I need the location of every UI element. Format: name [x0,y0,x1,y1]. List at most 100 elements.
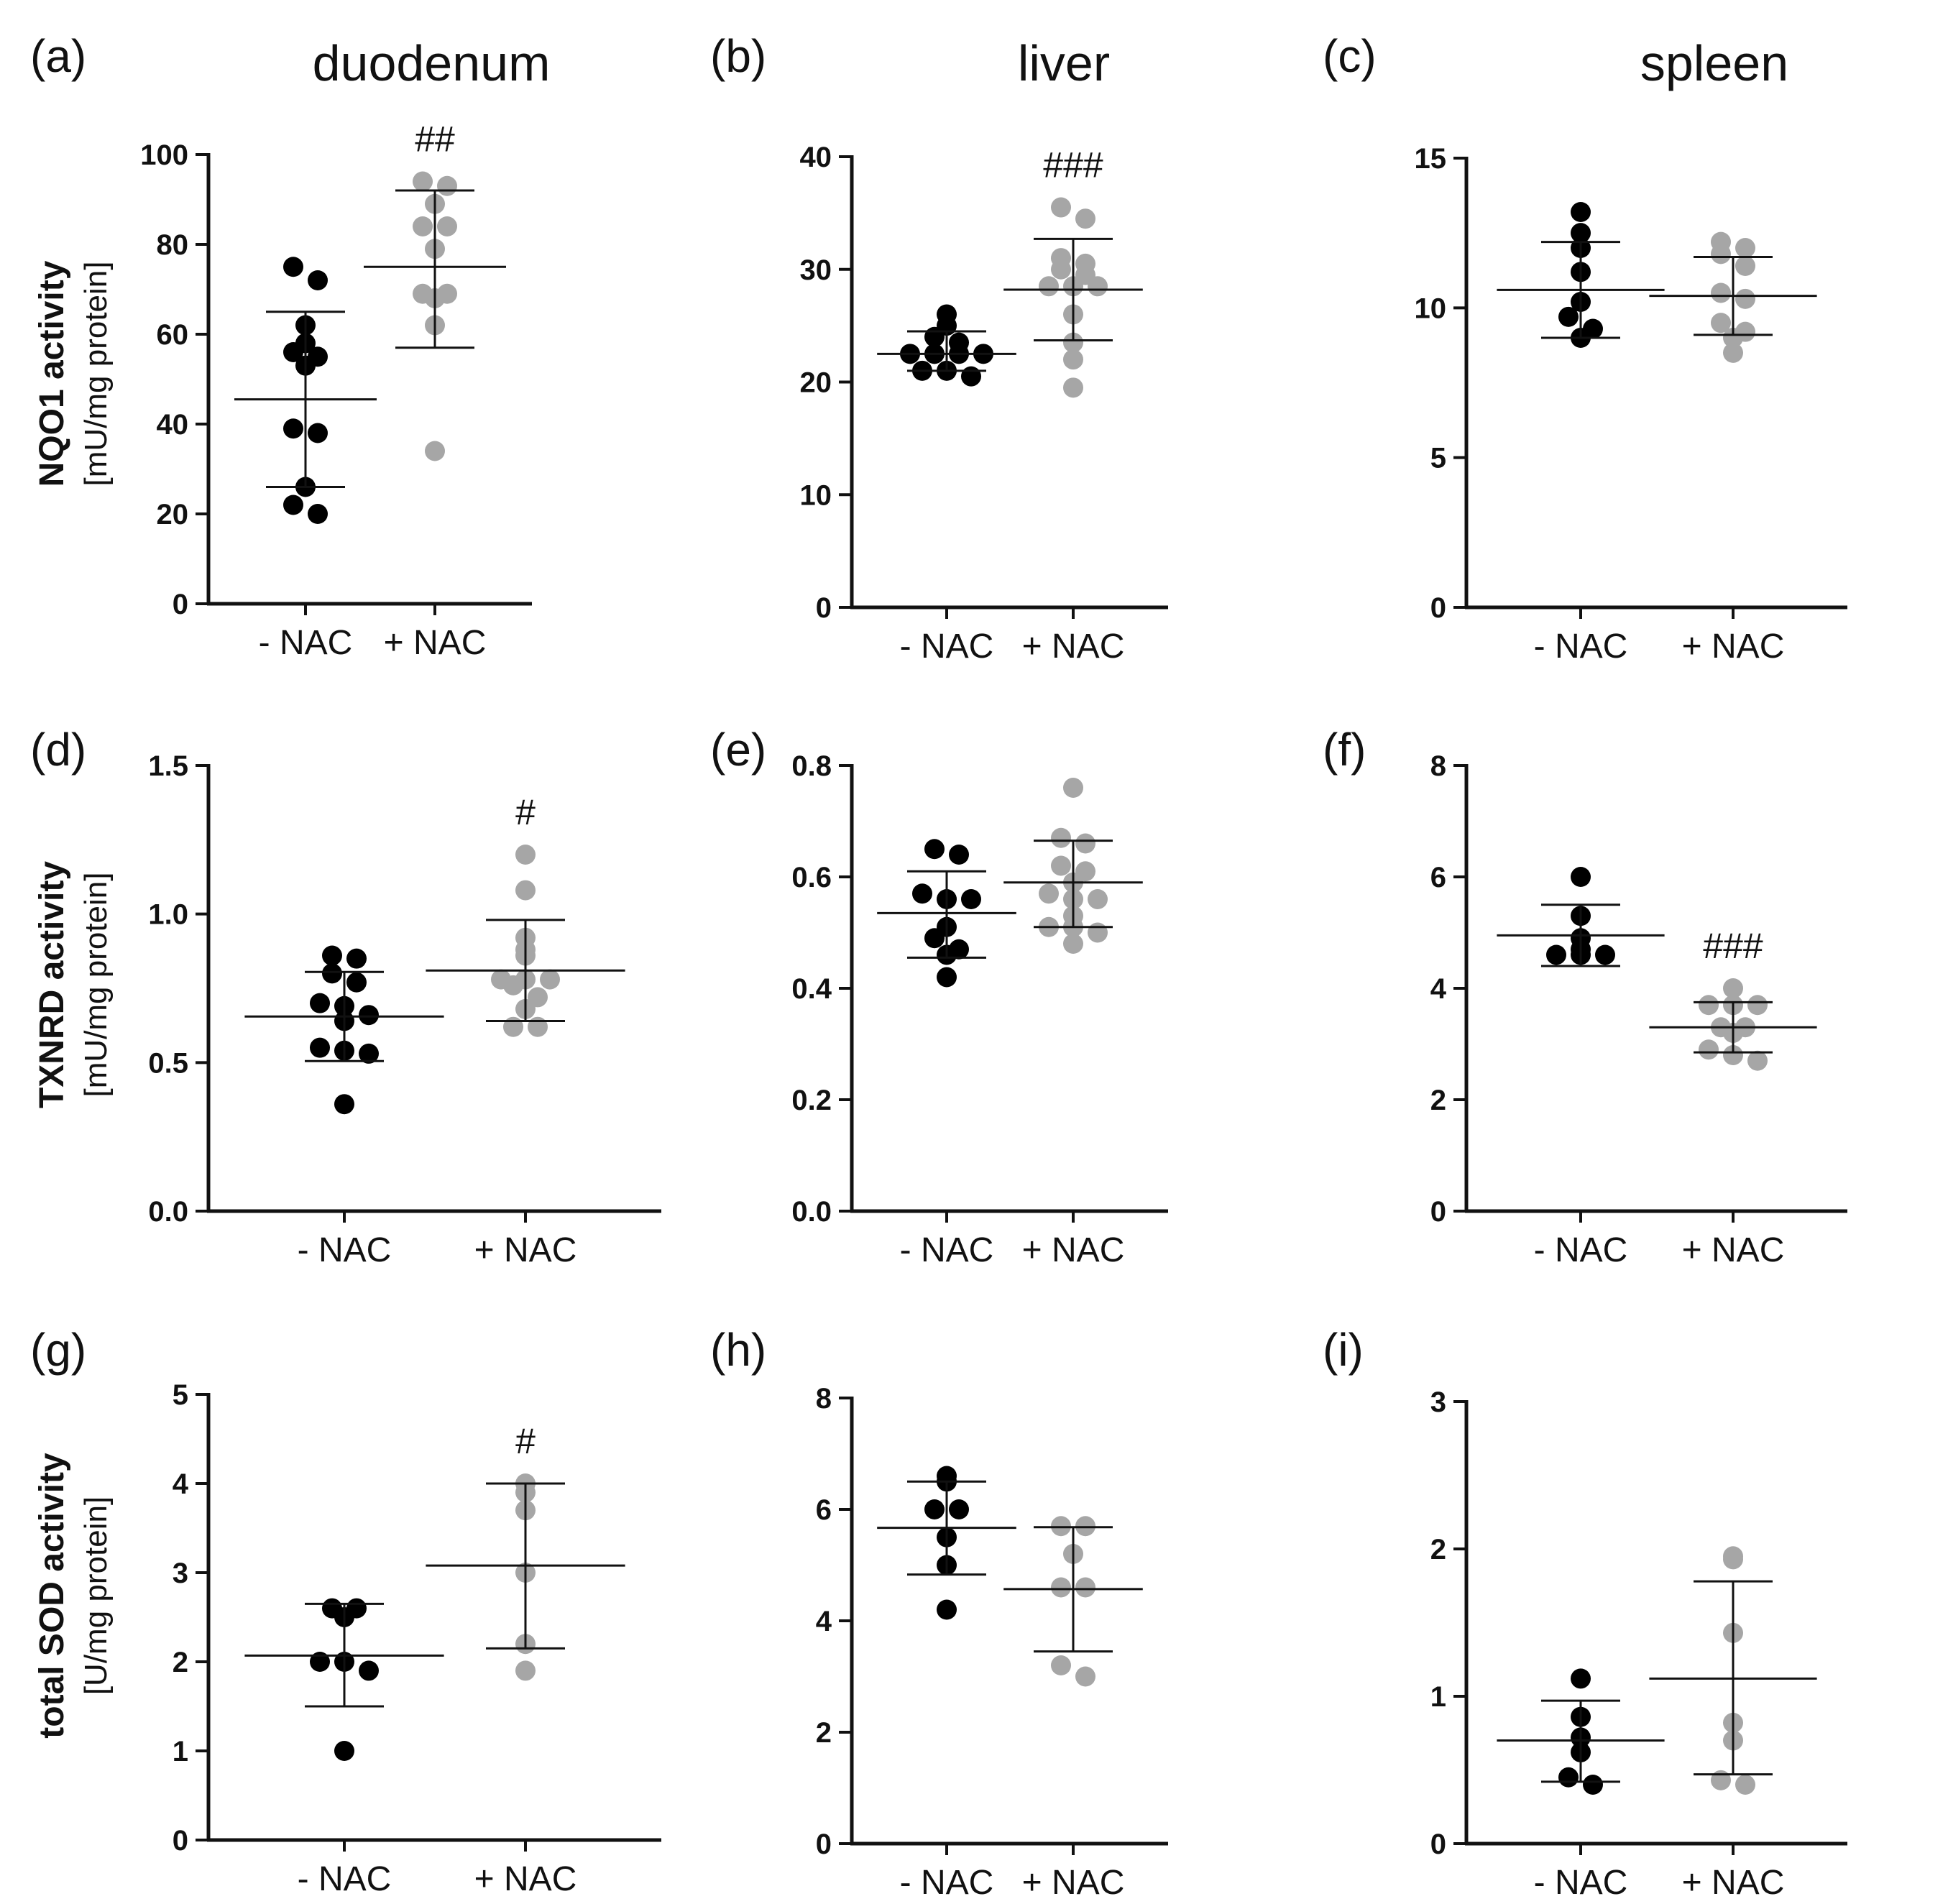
data-point [1063,934,1083,954]
category-label: - NAC [900,1231,994,1269]
data-point [322,963,342,984]
y-tick-label: 0 [816,1829,832,1860]
category-label: + NAC [1682,1231,1785,1269]
data-point [1723,342,1743,363]
panel-letter: (c) [1323,30,1377,82]
category-label: + NAC [1682,627,1785,666]
data-point [1699,995,1719,1016]
data-point [1735,1775,1755,1795]
data-point [1571,223,1591,244]
y-tick-label: 0.4 [791,973,832,1005]
data-point [1735,256,1755,276]
chart-panel-2: (b) 0 10 20 30 40 - NAC + NAC ### [710,30,1168,666]
data-point [1063,377,1083,398]
data-point [1088,922,1108,943]
data-point [1583,1775,1603,1795]
ylabel-nqo1-unit: [mU/mg protein] [78,262,114,487]
data-point [912,883,932,904]
significance-marker: # [515,792,536,832]
category-label: - NAC [900,627,994,666]
data-point [334,1094,354,1115]
data-point [1558,306,1579,327]
data-point [937,1599,957,1620]
data-point [528,987,548,1008]
data-point [1571,867,1591,887]
y-tick-label: 4 [173,1468,189,1500]
data-point [1075,1666,1095,1687]
y-tick-label: 6 [816,1494,832,1526]
y-tick-label: 1 [173,1736,188,1767]
data-point [308,346,328,367]
data-point [1088,889,1108,909]
data-point [1051,1655,1071,1675]
data-point [1699,1039,1719,1060]
data-point [1735,238,1755,258]
data-point [1723,1546,1743,1567]
data-point [1075,1577,1095,1598]
data-point [1711,282,1731,303]
data-point [937,304,957,325]
data-point [540,969,560,990]
data-point [961,366,981,387]
chart-panel-7: (g) 0 1 2 3 4 5 - NAC + NAC # [30,1324,661,1898]
category-label: + NAC [384,624,487,662]
data-point [1595,944,1615,965]
column-title-spleen: spleen [1640,35,1788,91]
data-point [346,948,367,969]
ylabel-txnrd-measure: TXNRD activity [33,861,71,1108]
data-point [949,939,969,960]
data-point [1051,248,1071,269]
category-label: + NAC [474,1860,577,1898]
y-tick-label: 0.5 [148,1047,188,1079]
chart-panel-4: (d) 0.0 0.5 1.0 1.5 - NAC + NAC # [30,724,661,1269]
y-tick-label: 8 [816,1383,832,1415]
data-point [1063,332,1083,353]
data-point [515,880,536,901]
y-tick-label: 0.6 [791,862,832,893]
data-point [949,845,969,865]
data-point [346,972,367,993]
data-point [1558,1767,1579,1788]
data-point [1075,833,1095,854]
data-point [1039,883,1059,904]
data-point [1583,318,1603,339]
data-point [437,175,457,196]
data-point [310,1037,330,1058]
data-point [308,504,328,524]
category-label: - NAC [1534,1231,1628,1269]
chart-panel-8: (h) 0 2 4 6 8 - NAC + NAC [710,1324,1168,1902]
y-tick-label: 0.8 [791,750,832,782]
data-point [961,889,981,909]
data-point [937,967,957,988]
data-point [1051,855,1071,876]
data-point [308,423,328,443]
y-tick-label: 2 [1430,1085,1446,1116]
y-tick-label: 0.0 [791,1196,832,1228]
data-point [1075,861,1095,882]
data-point [1711,231,1731,252]
data-point [515,845,536,865]
category-label: - NAC [259,624,353,662]
chart-panel-9: (i) 0 1 2 3 - NAC + NAC [1323,1324,1847,1902]
ylabel-txnrd-unit: [mU/mg protein] [78,873,114,1098]
data-point [310,1652,330,1672]
y-tick-label: 2 [173,1647,188,1678]
row-ylabel-sod: total SOD activity [U/mg protein] [33,1453,114,1739]
chart-panel-1: (a) 0 20 40 60 80 100 - NAC + NAC ## [30,30,532,662]
data-point [1075,1516,1095,1537]
y-tick-label: 0 [173,1825,188,1857]
y-tick-label: 40 [800,142,832,173]
panel-letter: (i) [1323,1324,1364,1376]
data-point [283,495,303,515]
ylabel-sod-unit: [U/mg protein] [78,1496,114,1695]
category-label: - NAC [1534,1864,1628,1902]
y-tick-label: 8 [1430,750,1446,782]
significance-marker: ### [1703,926,1763,966]
data-point [1039,276,1059,297]
row-ylabel-txnrd: TXNRD activity [mU/mg protein] [33,861,114,1108]
y-tick-label: 0 [1430,1829,1446,1860]
data-point [1051,197,1071,218]
data-point [1711,313,1731,334]
data-point [413,216,433,236]
